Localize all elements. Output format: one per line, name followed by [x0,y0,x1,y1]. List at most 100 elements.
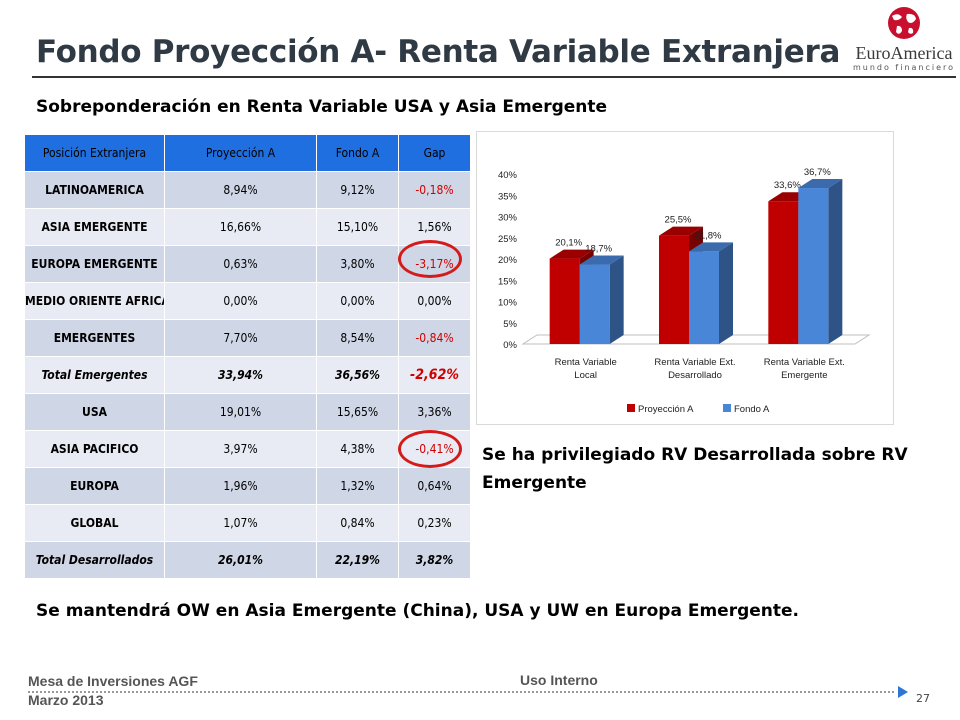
y-tick-label: 0% [503,340,517,351]
data-label: 36,7% [804,167,831,178]
table-row: MEDIO ORIENTE AFRICA 0,00% 0,00% 0,00% [24,282,471,320]
highlight-circle-europa-emergente [398,240,462,278]
gap-cell: -0,18% [398,171,471,209]
euroamerica-logo: EuroAmerica mundo financiero [852,6,956,72]
fondo-cell: 22,19% [316,541,399,579]
slide-title: Fondo Proyección A- Renta Variable Extra… [36,34,841,70]
bar-top [659,226,703,236]
table-row: Total Desarrollados 26,01% 22,19% 3,82% [24,541,471,579]
bar-fondo-a [798,188,829,344]
column-header: Fondo A [316,134,399,172]
highlight-circle-asia-pacifico [398,430,462,468]
bar-proyeccion-a [549,258,580,344]
y-tick-label: 5% [503,319,517,330]
fondo-cell: 0,00% [316,282,399,320]
proyeccion-cell: 0,00% [164,282,317,320]
row-label-cell: EUROPA [24,467,165,505]
y-tick-label: 40% [498,170,518,181]
legend-swatch [723,404,731,412]
bar-top [579,255,624,265]
gap-cell: -0,84% [398,319,471,357]
bar-top [689,242,733,252]
data-label: 18,7% [585,244,612,255]
bar-fondo-a [579,264,610,344]
gap-cell: 3,36% [398,393,471,431]
play-arrow-icon [898,686,908,698]
row-label-cell: ASIA PACIFICO [24,430,165,468]
bar-side [719,242,733,344]
row-label-cell: GLOBAL [24,504,165,542]
fondo-cell: 15,65% [316,393,399,431]
legend-swatch [627,404,635,412]
bar-top [549,249,594,259]
proyeccion-cell: 1,96% [164,467,317,505]
gap-cell: -2,62% [398,356,471,394]
row-label-cell: MEDIO ORIENTE AFRICA [24,282,165,320]
fondo-cell: 1,32% [316,467,399,505]
footer-divider [28,691,894,693]
table-body: LATINOAMERICA 8,94% 9,12% -0,18% ASIA EMERGE… [24,171,471,579]
table-header-row: Posición Extranjera Proyección A Fondo A… [24,134,471,172]
logo-wordmark: EuroAmerica [855,43,953,63]
column-header: Proyección A [164,134,317,172]
legend-label: Proyección A [638,404,694,415]
proyeccion-cell: 0,63% [164,245,317,283]
y-tick-label: 20% [498,255,518,266]
category-label: Renta Variable [555,357,617,368]
row-label-cell: EMERGENTES [24,319,165,357]
table-row: EUROPA 1,96% 1,32% 0,64% [24,467,471,505]
category-label: Local [574,370,597,381]
gap-cell: 0,00% [398,282,471,320]
bar-side [828,179,843,344]
table-row: Total Emergentes 33,94% 36,56% -2,62% [24,356,471,394]
table-row: USA 19,01% 15,65% 3,36% [24,393,471,431]
proyeccion-cell: 16,66% [164,208,317,246]
footer-department: Mesa de Inversiones AGF [28,673,198,689]
data-label: 20,1% [555,238,582,249]
slide-subtitle: Sobreponderación en Renta Variable USA y… [36,97,608,117]
column-header: Posición Extranjera [24,134,165,172]
fondo-cell: 3,80% [316,245,399,283]
page-number: 27 [916,692,930,705]
data-label: 25,5% [665,215,692,226]
bar-side [609,255,624,344]
developed-comment: Se ha privilegiado RV Desarrollada sobre… [482,445,908,493]
data-label: 21,8% [695,230,722,241]
footer-source: Mesa de Inversiones AGF Marzo 2013 [28,672,198,710]
y-tick-label: 30% [498,213,518,224]
y-tick-label: 15% [498,276,518,287]
category-label: Desarrollado [668,370,722,381]
bar-proyeccion-a [768,201,799,344]
bar-fondo-a [689,251,719,344]
conclusion-text: Se mantendrá OW en Asia Emergente (China… [36,601,799,621]
logo-tagline: mundo financiero [852,63,956,72]
bar-proyeccion-a [659,235,689,344]
proyeccion-cell: 7,70% [164,319,317,357]
gap-cell: 0,23% [398,504,471,542]
table-row: EMERGENTES 7,70% 8,54% -0,84% [24,319,471,357]
footer-classification: Uso Interno [520,672,598,688]
title-divider [32,76,956,78]
row-label-cell: ASIA EMERGENTE [24,208,165,246]
fondo-cell: 9,12% [316,171,399,209]
proyeccion-cell: 19,01% [164,393,317,431]
row-label-cell: LATINOAMERICA [24,171,165,209]
row-label-cell: EUROPA EMERGENTE [24,245,165,283]
proyeccion-cell: 26,01% [164,541,317,579]
foreign-position-table: Posición Extranjera Proyección A Fondo A… [24,134,471,579]
row-label-cell: Total Emergentes [24,356,165,394]
proyeccion-cell: 8,94% [164,171,317,209]
row-label-cell: Total Desarrollados [24,541,165,579]
fondo-cell: 4,38% [316,430,399,468]
gap-cell: 0,64% [398,467,471,505]
table-row: LATINOAMERICA 8,94% 9,12% -0,18% [24,171,471,209]
legend-label: Fondo A [734,404,770,415]
fondo-cell: 0,84% [316,504,399,542]
proyeccion-cell: 3,97% [164,430,317,468]
fondo-cell: 8,54% [316,319,399,357]
table-row: ASIA EMERGENTE 16,66% 15,10% 1,56% [24,208,471,246]
fondo-cell: 36,56% [316,356,399,394]
proyeccion-cell: 33,94% [164,356,317,394]
y-tick-label: 25% [498,234,518,245]
gap-cell: 3,82% [398,541,471,579]
